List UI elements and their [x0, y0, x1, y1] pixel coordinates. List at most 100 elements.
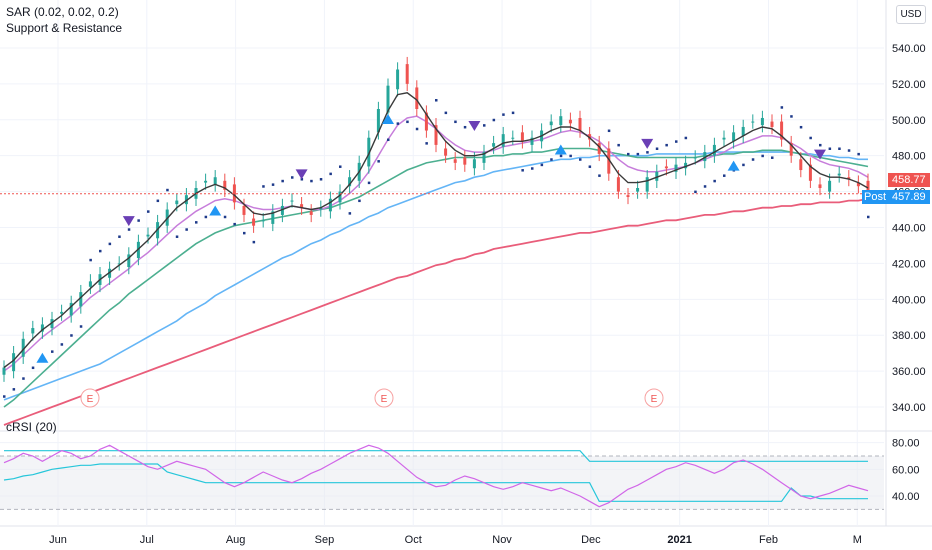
candle-body — [338, 191, 342, 203]
x-tick-label: Oct — [405, 534, 422, 546]
candle-body — [664, 166, 668, 169]
candle-body — [693, 157, 697, 159]
sar-dot — [243, 231, 246, 235]
sar-dot — [70, 334, 73, 337]
sar-dot — [396, 122, 400, 125]
candle-body — [424, 112, 428, 131]
candle-body — [799, 159, 803, 171]
sar-dot — [339, 165, 342, 168]
candle-body — [578, 117, 582, 131]
y-tick-label: 480.00 — [892, 151, 926, 163]
buy-marker — [36, 352, 49, 363]
candle-body — [549, 121, 553, 126]
sma-purple-line — [3, 115, 869, 372]
sar-dot — [300, 178, 304, 181]
sar-dot — [166, 188, 169, 192]
candle-body — [722, 137, 726, 140]
sar-dot — [223, 215, 227, 219]
sar-dot — [847, 149, 851, 152]
candle-body — [21, 338, 25, 357]
candle-body — [300, 204, 304, 208]
sar-dot — [262, 185, 265, 188]
candle-body — [2, 367, 6, 375]
candle-body — [684, 162, 688, 169]
candle-body — [127, 254, 131, 267]
candle-body — [319, 207, 323, 210]
sma-red-line — [3, 197, 869, 426]
osc-y-tick-label: 40.00 — [892, 491, 920, 503]
candle-body — [252, 218, 256, 226]
sar-dot — [713, 179, 716, 183]
candle-body — [463, 157, 467, 165]
candle-body — [568, 119, 572, 124]
candle-body — [866, 180, 870, 194]
candle-body — [213, 177, 217, 185]
sar-dot — [655, 147, 659, 150]
candle-body — [261, 220, 265, 222]
sar-dot — [761, 154, 764, 158]
candle-body — [376, 109, 380, 133]
sar-dot — [742, 163, 745, 167]
currency-button[interactable]: USD — [896, 5, 926, 24]
sar-dot — [31, 366, 35, 370]
candle-body — [837, 173, 841, 176]
candle-body — [616, 177, 620, 192]
sar-dot — [233, 222, 236, 226]
sar-dot — [291, 176, 294, 179]
sar-dot — [281, 179, 284, 183]
sar-dot — [780, 106, 784, 109]
candle-body — [69, 302, 73, 316]
candle-body — [223, 180, 227, 190]
sar-dot — [751, 158, 755, 161]
sar-dot — [454, 120, 457, 124]
candle-body — [242, 205, 246, 215]
sar-dot — [319, 178, 323, 181]
sar-dot — [492, 118, 496, 122]
sar-dot — [108, 242, 112, 246]
candle-body — [789, 143, 793, 156]
sar-dot — [204, 215, 208, 219]
sar-dot — [51, 350, 54, 353]
sar-dot — [838, 147, 841, 150]
sar-dot — [559, 154, 563, 158]
earnings-label: E — [651, 394, 658, 405]
sr-legend[interactable]: Support & Resistance — [6, 21, 123, 35]
sar-legend[interactable]: SAR (0.02, 0.02, 0.2) — [6, 5, 119, 19]
sma-fast-line — [3, 92, 869, 369]
sell-marker — [468, 120, 481, 131]
sar-dot — [819, 143, 822, 147]
sar-dot — [60, 343, 64, 346]
candle-body — [31, 328, 35, 334]
candle-body — [453, 159, 457, 163]
candle-body — [348, 177, 352, 187]
sar-dot — [511, 111, 515, 115]
sar-dot — [694, 190, 697, 194]
last-price-tag: 458.77 — [888, 173, 930, 187]
earnings-label: E — [381, 394, 388, 405]
candle-body — [530, 137, 534, 145]
x-tick-label: M — [853, 534, 862, 546]
candle-body — [117, 263, 121, 265]
sar-dot — [79, 325, 83, 328]
sar-dot — [569, 154, 572, 158]
sar-dot — [521, 169, 524, 172]
crsi-legend[interactable]: cRSI (20) — [6, 420, 57, 434]
earnings-marker — [644, 388, 664, 408]
earnings-label: E — [87, 394, 94, 405]
candle-body — [856, 182, 860, 187]
sar-dot — [703, 185, 707, 188]
sar-dot — [406, 120, 409, 124]
y-tick-label: 380.00 — [892, 330, 926, 342]
sar-dot — [857, 152, 860, 156]
sar-dot — [483, 124, 486, 127]
x-tick-label: 2021 — [667, 534, 691, 546]
sar-dot — [540, 163, 544, 167]
sar-dot — [627, 152, 630, 156]
candle-body — [818, 184, 822, 188]
sar-dot — [579, 158, 582, 161]
candle-body — [741, 126, 745, 136]
sar-dot — [463, 125, 467, 129]
candle-body — [760, 117, 764, 126]
post-label: Post — [862, 190, 888, 204]
sar-dot — [435, 99, 438, 102]
